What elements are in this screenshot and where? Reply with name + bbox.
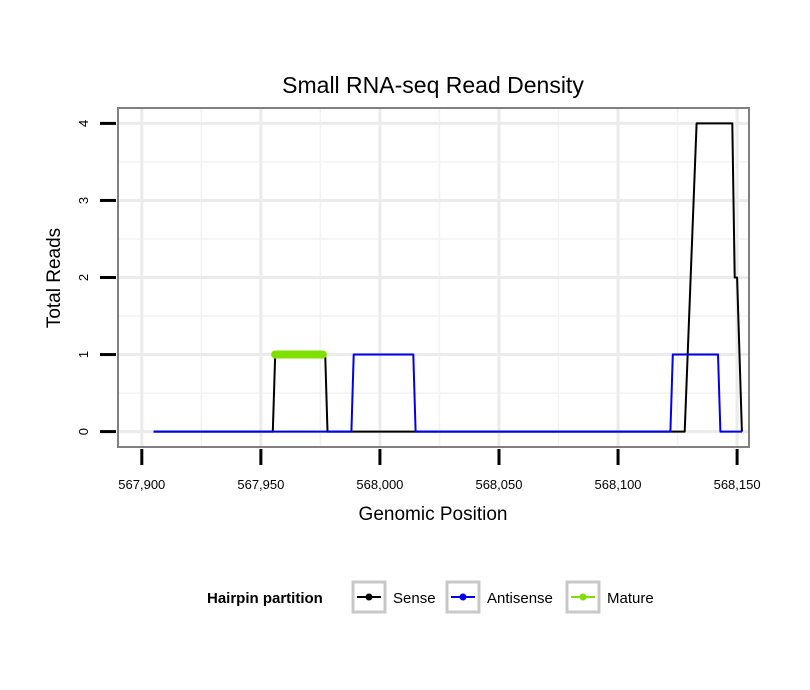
legend-key-sense-dot — [365, 593, 373, 601]
y-axis-label: Total Reads — [44, 228, 65, 328]
x-tick-label: 567,900 — [118, 477, 165, 492]
y-tick-label: 4 — [76, 120, 91, 127]
series-line-antisense — [153, 353, 742, 433]
x-tick-label: 568,000 — [356, 477, 403, 492]
x-tick-label: 568,100 — [595, 477, 642, 492]
x-tick-label: 567,950 — [237, 477, 284, 492]
plot-border — [117, 107, 750, 448]
legend-label-sense: Sense — [393, 590, 436, 607]
x-tick-label: 568,050 — [475, 477, 522, 492]
x-axis-label: Genomic Position — [359, 504, 508, 525]
chart-title: Small RNA-seq Read Density — [282, 72, 584, 98]
legend-label-antisense: Antisense — [487, 590, 553, 607]
y-axis: 0 1 2 3 4 — [76, 120, 116, 435]
x-axis: 567,900 567,950 568,000 568,050 568,100 568,1… — [118, 449, 761, 492]
y-tick-label: 0 — [76, 428, 91, 435]
legend-key-mature-dot — [579, 593, 587, 601]
legend-key-antisense-dot — [459, 593, 467, 601]
series-layer — [153, 122, 743, 433]
legend-title: Hairpin partition — [207, 590, 323, 607]
x-tick-label: 568,150 — [714, 477, 761, 492]
y-tick-label: 3 — [76, 197, 91, 204]
legend: Hairpin partition Sense Antisense Mature — [207, 580, 654, 614]
y-tick-label: 1 — [76, 351, 91, 358]
legend-label-mature: Mature — [607, 590, 654, 607]
series-line-sense — [153, 122, 743, 433]
y-tick-label: 2 — [76, 274, 91, 281]
